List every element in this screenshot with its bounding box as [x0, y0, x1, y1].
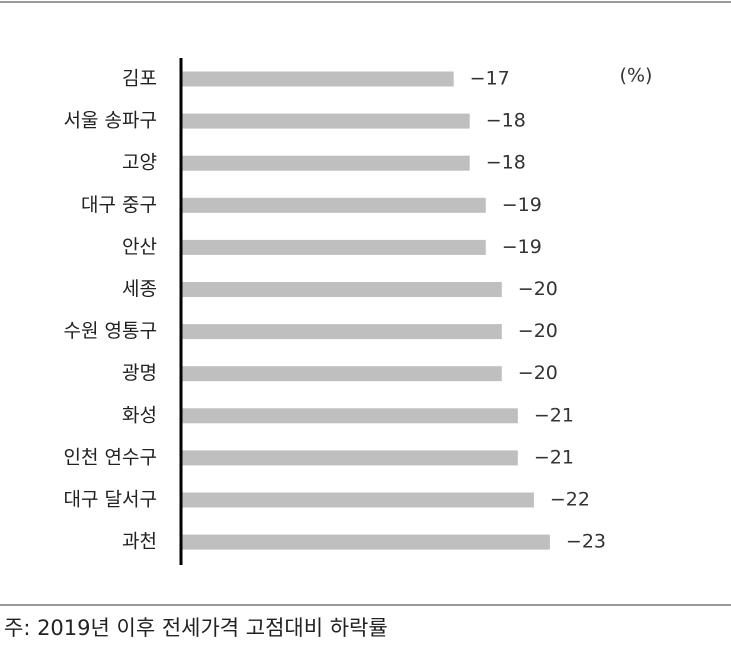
category-label: 서울 송파구 [64, 110, 157, 132]
category-label: 김포 [122, 68, 157, 90]
value-label: −18 [486, 152, 526, 174]
value-label: −19 [502, 236, 542, 258]
footnote: 주: 2019년 이후 전세가격 고점대비 하락률 [4, 616, 388, 640]
category-label: 광명 [122, 362, 157, 384]
bar [181, 492, 534, 508]
bar [181, 113, 470, 129]
bar [181, 197, 486, 213]
bar [181, 324, 502, 340]
value-label: −21 [534, 404, 574, 426]
category-label: 수원 영통구 [64, 320, 157, 342]
unit-label: (%) [620, 65, 653, 87]
bar [181, 155, 470, 171]
value-label: −20 [518, 278, 558, 300]
bar [181, 282, 502, 297]
value-label: −23 [566, 531, 606, 553]
value-label: −20 [518, 320, 558, 342]
bar [181, 366, 502, 382]
bar [181, 71, 454, 87]
bar [181, 408, 518, 424]
category-label: 대구 중구 [81, 194, 157, 216]
category-label: 고양 [122, 152, 157, 174]
category-label: 과천 [122, 531, 157, 553]
value-label: −17 [470, 68, 510, 90]
bar [181, 534, 550, 550]
bar [181, 450, 518, 466]
value-label: −21 [534, 446, 574, 468]
bar [181, 239, 486, 255]
category-label: 안산 [122, 236, 157, 258]
category-label: 대구 달서구 [64, 489, 157, 511]
value-label: −20 [518, 362, 558, 384]
value-label: −19 [502, 194, 542, 216]
category-label: 화성 [122, 404, 157, 426]
category-label: 인천 연수구 [64, 446, 157, 468]
value-label: −18 [486, 110, 526, 132]
category-label: 세종 [122, 278, 157, 300]
value-label: −22 [550, 489, 590, 511]
